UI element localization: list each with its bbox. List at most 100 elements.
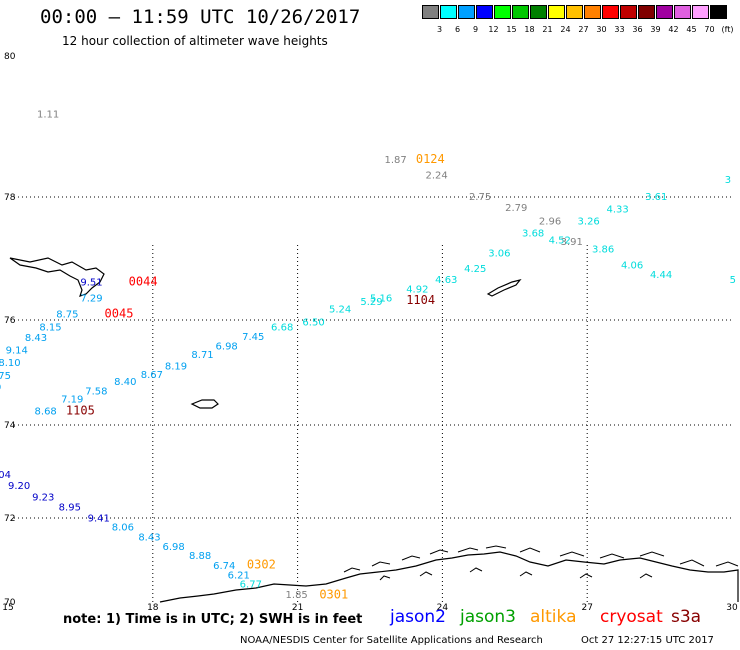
wave-height-label: 5.16 bbox=[370, 294, 392, 305]
wave-height-label: 6.98 bbox=[216, 341, 238, 352]
scale-label: 70 bbox=[704, 25, 715, 34]
scale-label: (ft) bbox=[721, 25, 734, 34]
scale-label: 27 bbox=[578, 25, 589, 34]
scale-label: 39 bbox=[650, 25, 661, 34]
scale-label: 9 bbox=[472, 25, 479, 34]
wave-height-label: 6.74 bbox=[213, 561, 235, 572]
wave-height-label: 3.61 bbox=[645, 192, 667, 203]
wave-height-label: 3 bbox=[725, 175, 731, 186]
wave-height-label: 5 bbox=[730, 275, 736, 286]
scale-swatch bbox=[458, 5, 475, 19]
scale-label: 24 bbox=[560, 25, 571, 34]
wave-height-label: 2.96 bbox=[539, 217, 561, 228]
coastlines bbox=[9, 257, 739, 603]
wave-height-labels: 1.11 1.87 0124 2.24 2.75 2.79 2.96 3.26 4.33 3.61… bbox=[0, 109, 736, 601]
header-title: 00:00 – 11:59 UTC 10/26/2017 bbox=[40, 6, 361, 28]
norway-inland-lakes bbox=[379, 567, 653, 581]
wave-height-label: 8.67 bbox=[141, 370, 163, 381]
pass-time-label: 1104 bbox=[406, 293, 435, 307]
longitude-tick-label: 27 bbox=[581, 603, 592, 613]
wave-height-label: 8.15 bbox=[39, 323, 61, 334]
pass-time-label: 0301 bbox=[319, 588, 348, 602]
latitude-tick-label: 76 bbox=[4, 316, 16, 326]
wave-height-label: 8.19 bbox=[165, 361, 187, 372]
scale-label: 18 bbox=[524, 25, 535, 34]
pass-time-label: 0044 bbox=[129, 275, 158, 289]
wave-height-label: 6.21 bbox=[228, 570, 250, 581]
svalbard-coast bbox=[9, 257, 105, 297]
wave-height-label: 4.44 bbox=[650, 270, 672, 281]
footer-note: note: 1) Time is in UTC; 2) SWH is in fe… bbox=[63, 612, 363, 627]
wave-height-label: 6.98 bbox=[162, 542, 184, 553]
wave-height-label: 8.71 bbox=[191, 350, 213, 361]
scale-label: 42 bbox=[668, 25, 679, 34]
scale-label: 6 bbox=[454, 25, 461, 34]
wave-height-label: 8.88 bbox=[189, 551, 211, 562]
scale-swatch bbox=[656, 5, 673, 19]
wave-height-label: 7.29 bbox=[80, 294, 102, 305]
wave-height-label: 8.43 bbox=[138, 533, 160, 544]
wave-height-label: 1.87 bbox=[384, 155, 406, 166]
map-grid: 15 18 21 24 27 30 80 78 76 74 72 70 bbox=[2, 52, 738, 613]
wave-height-label: 2.24 bbox=[426, 171, 448, 182]
wave-height-label: 8.40 bbox=[114, 377, 136, 388]
wave-height-label: 8.43 bbox=[25, 333, 47, 344]
scale-swatch bbox=[512, 5, 529, 19]
scale-label: 30 bbox=[596, 25, 607, 34]
scale-swatch bbox=[710, 5, 727, 19]
wave-height-label: 8.10 bbox=[0, 358, 21, 369]
wave-height-label: 7.75 bbox=[0, 371, 11, 382]
satellite-legend-s3a: s3a bbox=[671, 607, 702, 627]
bear-island-coast bbox=[190, 399, 219, 409]
longitude-tick-label: 21 bbox=[292, 603, 303, 613]
wave-height-label: 3.06 bbox=[488, 249, 510, 260]
wave-height-label: 3.86 bbox=[592, 244, 614, 255]
wave-height-label: 9.04 bbox=[0, 470, 11, 481]
scale-swatch bbox=[602, 5, 619, 19]
wave-height-label: 3.26 bbox=[578, 217, 600, 228]
latitude-tick-label: 80 bbox=[4, 52, 16, 62]
scale-label: 33 bbox=[614, 25, 625, 34]
wave-height-label: 1.11 bbox=[37, 109, 59, 120]
norway-fjord-islands bbox=[343, 545, 739, 573]
wave-height-label: 9.20 bbox=[8, 481, 30, 492]
wave-height-label: 8.68 bbox=[35, 407, 57, 418]
wave-height-label: 2.75 bbox=[469, 192, 491, 203]
wave-height-label: 1.85 bbox=[286, 590, 308, 601]
scale-label: 12 bbox=[488, 25, 499, 34]
wave-height-label: 8.75 bbox=[56, 310, 78, 321]
wave-height-label: 4.92 bbox=[406, 284, 428, 295]
scale-swatch bbox=[566, 5, 583, 19]
norway-coast bbox=[159, 551, 739, 603]
scale-swatch bbox=[620, 5, 637, 19]
wave-height-label: 5.24 bbox=[329, 305, 351, 316]
wave-height-label: 4.63 bbox=[435, 275, 457, 286]
wave-height-label: 8.95 bbox=[59, 503, 81, 514]
wave-height-label: 7.58 bbox=[85, 387, 107, 398]
longitude-tick-label: 18 bbox=[147, 603, 159, 613]
scale-swatch bbox=[638, 5, 655, 19]
scale-swatch bbox=[692, 5, 709, 19]
wave-height-label: 4.25 bbox=[464, 264, 486, 275]
latitude-tick-label: 70 bbox=[4, 598, 16, 608]
scale-label: 36 bbox=[632, 25, 643, 34]
scale-label: 15 bbox=[506, 25, 517, 34]
scale-swatch bbox=[674, 5, 691, 19]
wave-height-label: 8.59 bbox=[0, 382, 1, 393]
wave-height-label: 6.77 bbox=[240, 580, 262, 591]
wave-height-label: 4.06 bbox=[621, 260, 643, 271]
scale-swatch bbox=[530, 5, 547, 19]
scale-label: 3 bbox=[436, 25, 443, 34]
longitude-tick-label: 24 bbox=[437, 603, 449, 613]
wave-height-label: 7.19 bbox=[61, 394, 83, 405]
satellite-legend-jason3: jason3 bbox=[460, 607, 516, 627]
latitude-tick-label: 78 bbox=[4, 193, 16, 203]
wave-height-label: 6.68 bbox=[271, 323, 293, 334]
scale-swatch bbox=[548, 5, 565, 19]
longitude-tick-label: 15 bbox=[2, 603, 13, 613]
pass-time-label: 0045 bbox=[105, 307, 134, 321]
scale-swatch bbox=[584, 5, 601, 19]
satellite-legend-cryosat: cryosat bbox=[600, 607, 663, 627]
scale-swatch bbox=[422, 5, 439, 19]
